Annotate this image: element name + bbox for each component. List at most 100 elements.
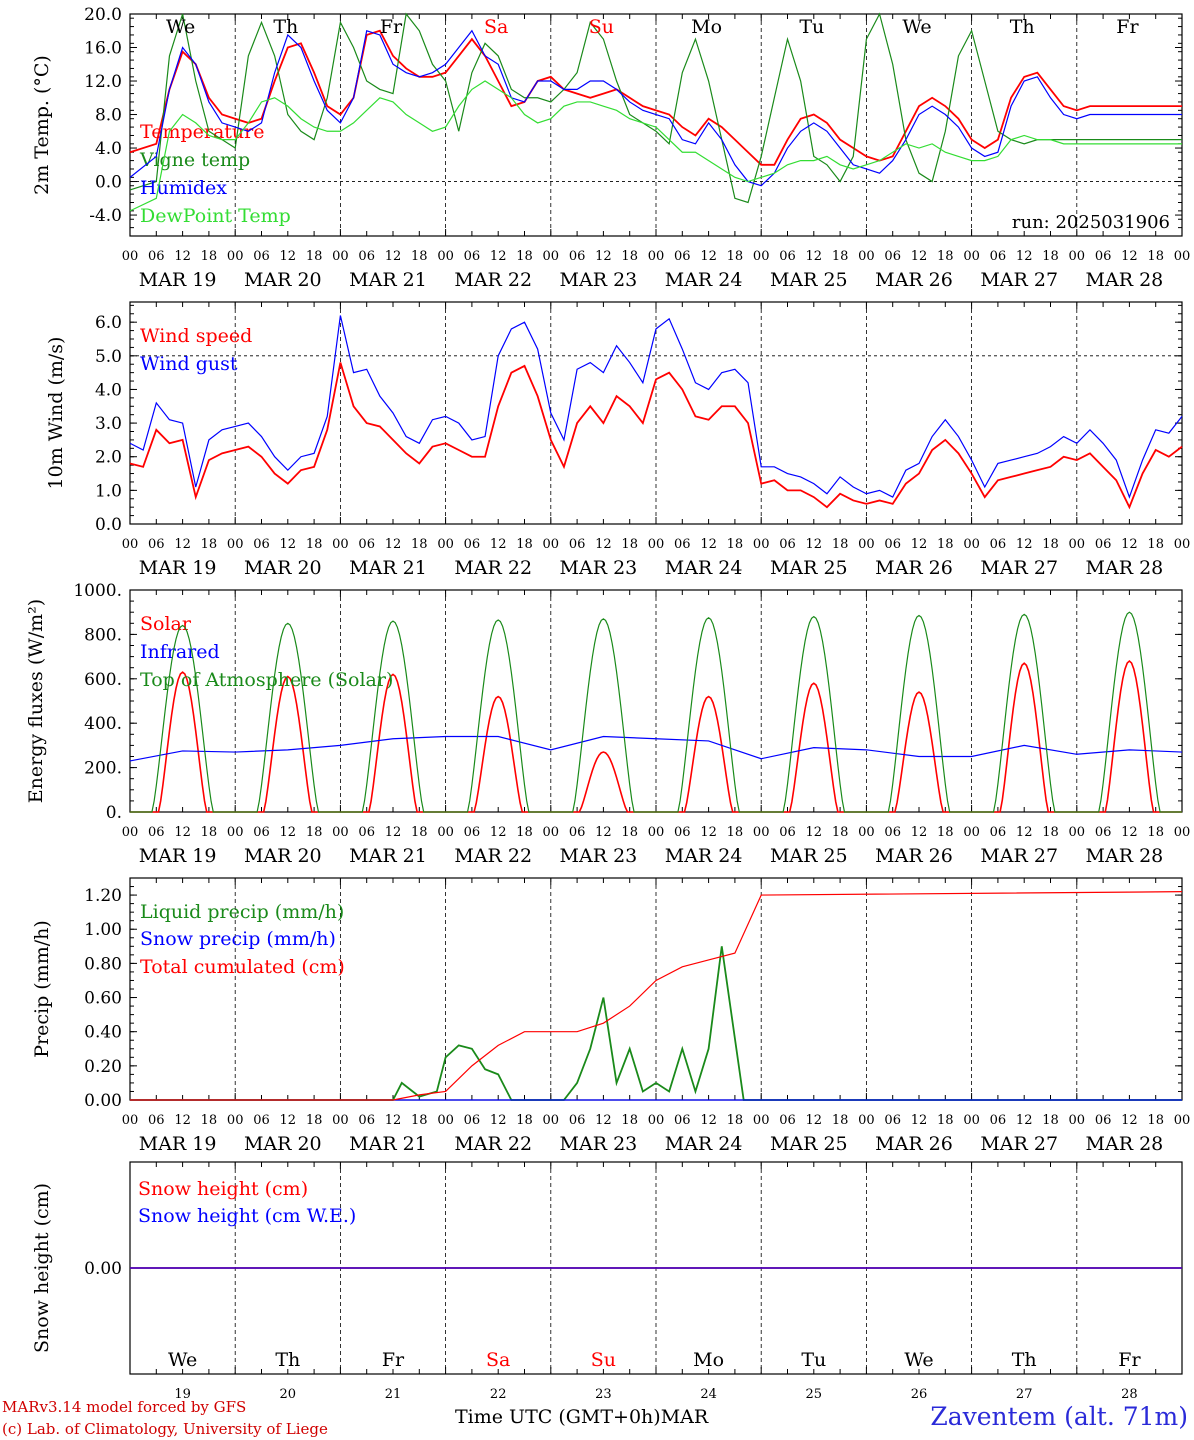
date-label: MAR 20 [244,269,322,291]
hour-tick-label: 00 [1069,249,1086,264]
hour-tick-label: 06 [253,825,270,840]
legend-entry: Infrared [140,641,220,663]
legend-entry: Top of Atmosphere (Solar) [140,669,393,691]
hour-tick-label: 18 [832,537,849,552]
hour-tick-label: 12 [700,825,717,840]
hour-tick-label: 00 [753,1113,770,1128]
hour-tick-label: 12 [385,537,402,552]
hour-tick-label: 06 [569,537,586,552]
date-label: MAR 26 [875,1133,953,1155]
series-line [129,12,1182,204]
legend-entry: Wind speed [140,325,252,347]
y-axis-label: Snow height (cm) [31,1183,53,1353]
hour-tick-label: 06 [148,537,165,552]
hour-tick-label: 12 [280,1113,297,1128]
weekday-label: Tu [801,1349,826,1371]
hour-tick-label: 00 [332,825,349,840]
weekday-label: Sa [486,1349,510,1371]
hour-tick-label: 18 [516,537,533,552]
hour-tick-label: 00 [963,825,980,840]
hour-tick-label: 00 [227,1113,244,1128]
hour-tick-label: 12 [595,825,612,840]
hour-tick-label: 18 [937,825,954,840]
hour-tick-label: 06 [779,249,796,264]
hour-tick-label: 00 [227,249,244,264]
hour-tick-label: 18 [937,1113,954,1128]
hour-tick-label: 06 [674,1113,691,1128]
hour-tick-label: 00 [227,825,244,840]
hour-tick-label: 06 [148,249,165,264]
hour-tick-label: 06 [1095,1113,1112,1128]
hour-tick-label: 12 [1121,537,1138,552]
hour-tick-label: 12 [700,249,717,264]
hour-tick-label: 00 [1174,249,1191,264]
day-number-label: 24 [700,1387,717,1402]
hour-tick-label: 18 [727,537,744,552]
y-tick-label: 4.0 [95,139,122,159]
hour-tick-label: 18 [1042,249,1059,264]
hour-tick-label: 00 [543,537,560,552]
y-tick-label: 200. [84,759,122,779]
hour-tick-label: 12 [385,1113,402,1128]
date-label: MAR 26 [875,557,953,579]
hour-tick-label: 18 [411,1113,428,1128]
hour-tick-label: 00 [1174,537,1191,552]
hour-tick-label: 12 [1121,249,1138,264]
hour-tick-label: 18 [832,249,849,264]
hour-tick-label: 06 [779,825,796,840]
hour-tick-label: 18 [832,825,849,840]
hour-tick-label: 00 [332,537,349,552]
date-label: MAR 28 [1086,1133,1164,1155]
hour-tick-label: 12 [280,825,297,840]
hour-tick-label: 00 [1069,1113,1086,1128]
y-tick-label: 800. [84,625,122,645]
hour-tick-label: 18 [516,1113,533,1128]
hour-tick-label: 00 [648,537,665,552]
hour-tick-label: 00 [122,249,139,264]
date-label: MAR 23 [560,557,638,579]
hour-tick-label: 12 [911,1113,928,1128]
hour-tick-label: 12 [490,1113,507,1128]
y-tick-label: 1.20 [84,886,122,906]
hour-tick-label: 12 [911,825,928,840]
date-label: MAR 22 [454,1133,532,1155]
weekday-label: Fr [1116,16,1139,38]
weekday-label: Mo [693,1349,724,1371]
hour-tick-label: 00 [1069,537,1086,552]
hour-tick-label: 18 [727,1113,744,1128]
date-label: MAR 19 [139,557,217,579]
hour-tick-label: 12 [595,249,612,264]
legend-entry: Liquid precip (mm/h) [140,901,344,923]
legend-entry: Solar [140,613,192,635]
run-annotation: run: 2025031906 [1012,212,1170,233]
y-axis-label: 2m Temp. (°C) [31,55,53,195]
hour-tick-label: 00 [543,825,560,840]
hour-tick-label: 12 [385,249,402,264]
hour-tick-label: 18 [411,249,428,264]
weekday-label: Tu [799,16,824,38]
y-tick-label: 600. [84,670,122,690]
hour-tick-label: 00 [753,537,770,552]
hour-tick-label: 00 [858,825,875,840]
hour-tick-label: 18 [621,249,638,264]
y-axis-label: Precip (mm/h) [31,920,53,1058]
hour-tick-label: 00 [648,249,665,264]
hour-tick-label: 18 [621,825,638,840]
hour-tick-label: 06 [884,1113,901,1128]
hour-tick-label: 06 [148,1113,165,1128]
y-tick-label: 1.0 [95,481,122,501]
y-tick-label: -4.0 [89,206,122,226]
hour-tick-label: 06 [569,825,586,840]
hour-tick-label: 12 [280,537,297,552]
model-credit: MARv3.14 model forced by GFS [2,1398,247,1416]
hour-tick-label: 00 [122,537,139,552]
day-number-label: 26 [911,1387,928,1402]
legend-entry: Snow precip (mm/h) [140,928,336,950]
hour-tick-label: 06 [990,825,1007,840]
date-label: MAR 27 [980,557,1058,579]
legend-entry: Wind gust [140,353,238,375]
weekday-label: We [902,16,931,38]
date-label: MAR 21 [349,845,427,867]
hour-tick-label: 18 [306,537,323,552]
